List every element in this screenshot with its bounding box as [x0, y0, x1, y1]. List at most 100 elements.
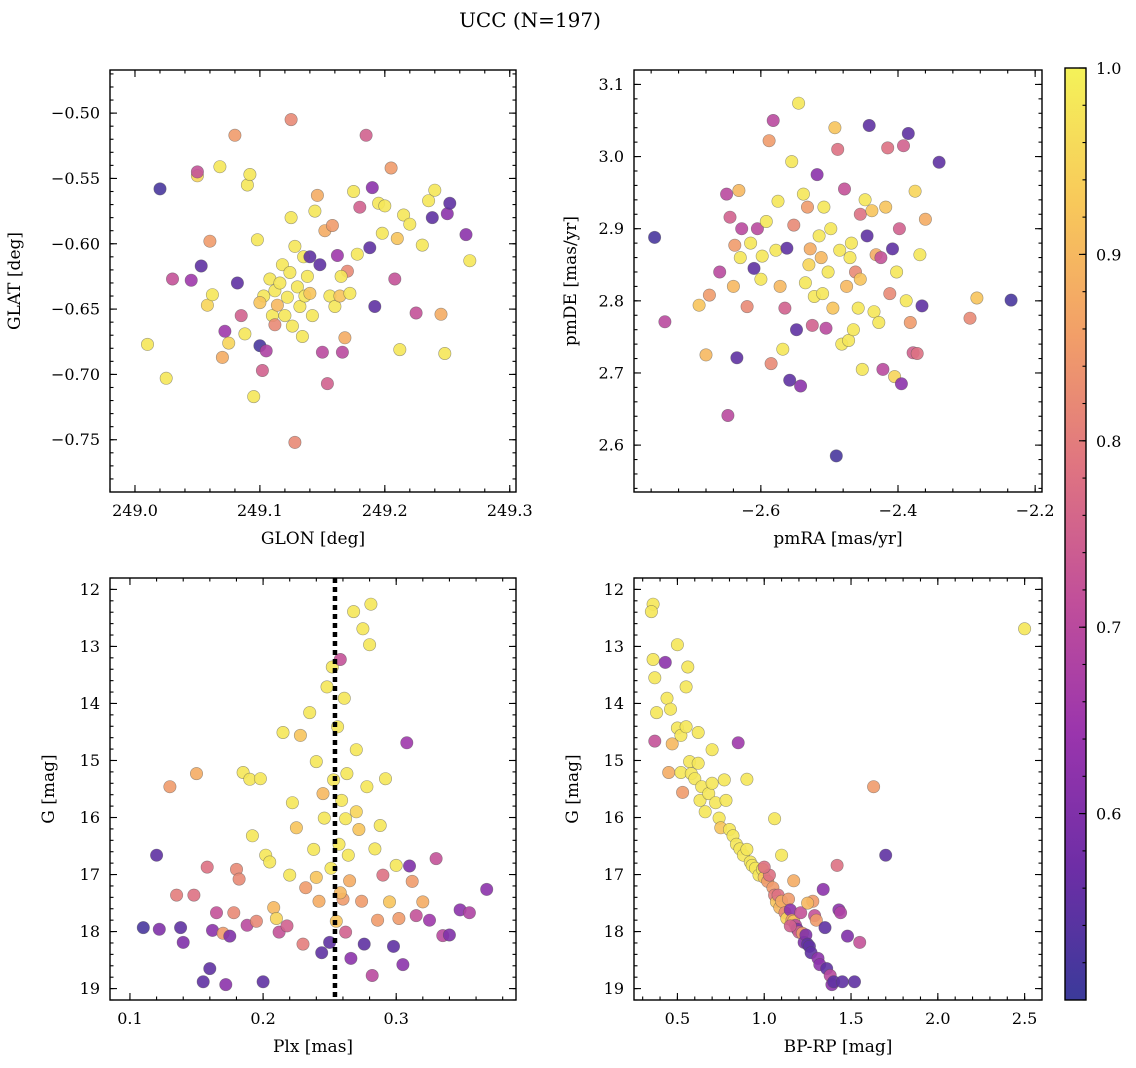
data-point — [802, 258, 816, 272]
data-point — [163, 780, 177, 794]
data-point — [840, 929, 854, 943]
axes-frame — [109, 69, 517, 493]
data-point — [768, 812, 782, 826]
data-point — [831, 142, 845, 156]
data-point — [232, 872, 246, 886]
data-point — [347, 605, 361, 619]
data-point — [289, 821, 303, 835]
data-point — [352, 822, 366, 836]
data-point — [334, 269, 348, 283]
data-point — [356, 622, 370, 636]
data-point — [396, 958, 410, 972]
data-point — [719, 793, 733, 807]
data-point — [141, 337, 155, 351]
data-point — [805, 318, 819, 332]
data-point — [364, 597, 378, 611]
data-point — [830, 858, 844, 872]
data-point — [245, 829, 259, 843]
data-point — [764, 357, 778, 371]
data-point — [847, 975, 861, 989]
x-tick-label: 0.5 — [665, 1009, 690, 1028]
y-tick-label: 16 — [80, 808, 100, 827]
data-point — [184, 273, 198, 287]
data-point — [150, 848, 164, 862]
y-tick-label: 2.7 — [599, 363, 624, 382]
colorbar-tick-label: 0.6 — [1096, 805, 1121, 824]
y-tick-label: 13 — [80, 637, 100, 656]
data-point — [1018, 622, 1032, 636]
data-point — [740, 300, 754, 314]
data-point — [644, 605, 658, 619]
data-point — [280, 290, 294, 304]
data-point — [713, 265, 727, 279]
data-point — [422, 194, 436, 208]
data-point — [359, 128, 373, 142]
data-point — [750, 222, 764, 236]
data-point — [378, 772, 392, 786]
data-point — [218, 324, 232, 338]
data-point — [330, 249, 344, 263]
data-point — [223, 929, 237, 943]
data-point — [692, 298, 706, 312]
data-point — [339, 925, 353, 939]
data-point — [250, 233, 264, 247]
data-point — [865, 204, 879, 218]
data-point — [648, 671, 662, 685]
data-point — [295, 329, 309, 343]
data-point — [219, 978, 233, 992]
data-point — [309, 870, 323, 884]
data-point — [341, 848, 355, 862]
data-point — [320, 680, 334, 694]
data-point — [846, 323, 860, 337]
data-point — [227, 906, 241, 920]
data-point — [397, 208, 411, 222]
data-point — [747, 261, 761, 275]
data-point — [892, 222, 906, 236]
data-point — [228, 128, 242, 142]
data-point — [835, 975, 849, 989]
data-point — [305, 309, 319, 323]
data-point — [247, 390, 261, 404]
data-point — [422, 913, 436, 927]
data-point — [876, 362, 890, 376]
data-point — [349, 805, 363, 819]
data-point — [658, 315, 672, 329]
data-point — [676, 785, 690, 799]
data-point — [335, 793, 349, 807]
data-point — [308, 204, 322, 218]
data-point — [365, 181, 379, 195]
data-point — [400, 736, 414, 750]
data-point — [283, 868, 297, 882]
data-point — [343, 874, 357, 888]
data-point — [723, 210, 737, 224]
data-point — [705, 776, 719, 790]
data-point — [648, 734, 662, 748]
x-tick-label: 1.5 — [838, 1009, 863, 1028]
data-point — [338, 331, 352, 345]
data-point — [679, 720, 693, 734]
panel-plx-g: 0.1 0.2 0.3 12 13 14 15 16 17 18 19 Plx [mas] G [mag… — [39, 577, 517, 1057]
data-point — [803, 242, 817, 256]
y-tick-label: 19 — [604, 979, 624, 998]
data-point — [210, 906, 224, 920]
y-tick-label: −0.55 — [51, 169, 100, 188]
data-point — [833, 243, 847, 257]
data-point — [867, 305, 881, 319]
data-point — [303, 706, 317, 720]
data-point — [858, 193, 872, 207]
data-point — [353, 200, 367, 214]
data-point — [256, 975, 270, 989]
data-point — [375, 226, 389, 240]
data-point — [881, 141, 895, 155]
colorbar-tick-label: 0.8 — [1096, 432, 1121, 451]
data-point — [303, 286, 317, 300]
x-tick-label: −2.2 — [1016, 501, 1055, 520]
data-point — [267, 901, 281, 915]
x-tick-label: 1.0 — [751, 1009, 776, 1028]
data-point — [814, 251, 828, 265]
data-point — [176, 935, 190, 949]
data-point — [775, 848, 789, 862]
data-point — [373, 818, 387, 832]
data-point — [662, 765, 676, 779]
data-point — [293, 299, 307, 313]
